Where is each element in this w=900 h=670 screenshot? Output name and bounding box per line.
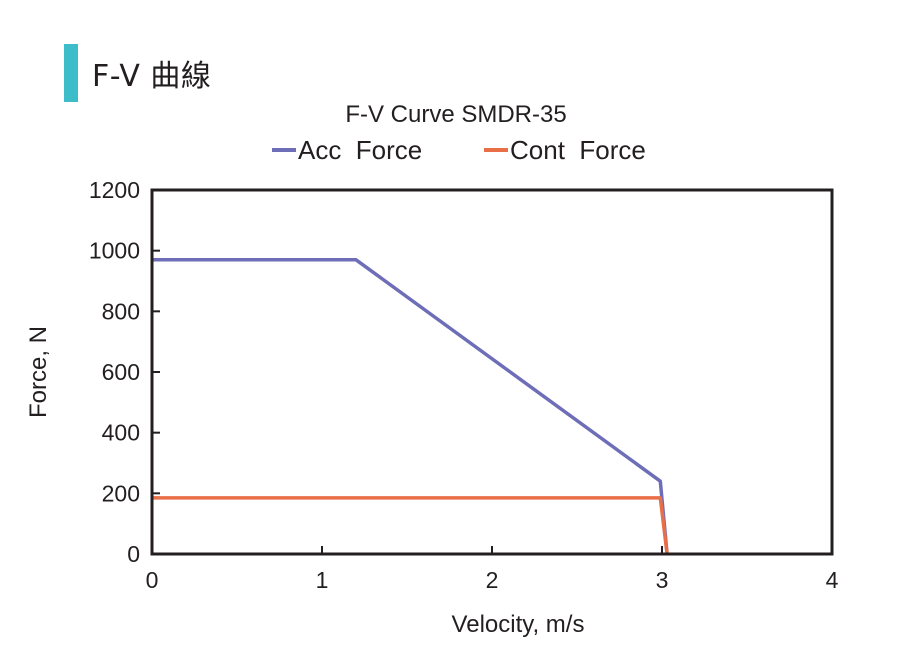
section-title: F-V 曲線 xyxy=(92,59,212,94)
y-tick-label: 1200 xyxy=(89,177,140,203)
x-tick-label: 4 xyxy=(826,567,839,593)
y-tick-label: 600 xyxy=(102,359,140,385)
x-tick-label: 2 xyxy=(486,567,499,593)
section-header: F-V 曲線 xyxy=(64,44,211,102)
x-axis-label: Velocity, m/s xyxy=(452,611,585,638)
y-tick-label: 1000 xyxy=(89,238,140,264)
chart-title: F-V Curve SMDR-35 xyxy=(345,101,566,128)
x-tick-label: 1 xyxy=(316,567,329,593)
legend: Acc Force Cont Force xyxy=(272,135,646,165)
y-axis-label: Force, N xyxy=(25,326,52,418)
y-axis-ticks: 0 200 400 600 800 1000 1200 xyxy=(89,177,160,567)
x-tick-label: 0 xyxy=(146,567,159,593)
legend-label: Acc Force xyxy=(298,135,422,165)
x-tick-label: 3 xyxy=(656,567,669,593)
y-tick-label: 400 xyxy=(102,420,140,446)
accent-bar xyxy=(64,44,78,102)
y-tick-label: 0 xyxy=(127,541,140,567)
legend-label: Cont Force xyxy=(510,135,646,165)
plot-frame xyxy=(150,188,834,556)
series-line-cont-force xyxy=(152,496,669,555)
y-tick-label: 800 xyxy=(102,298,140,324)
y-tick-label: 200 xyxy=(102,480,140,506)
series-layer xyxy=(152,258,669,555)
series-line-acc-force xyxy=(152,258,669,555)
